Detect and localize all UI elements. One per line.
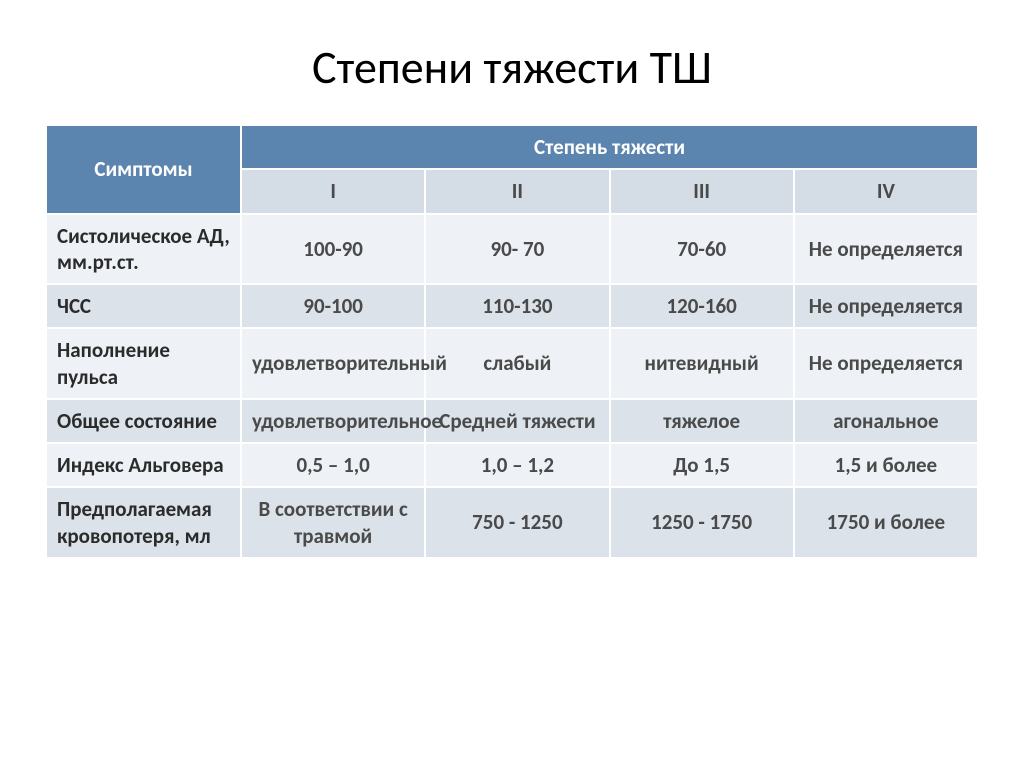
cell: нитевидный [610,328,794,399]
row-label: Индекс Альговера [46,443,241,487]
slide: Степени тяжести ТШ Симптомы Степень тяже… [0,0,1024,767]
table-header-row: Симптомы Степень тяжести [46,125,978,169]
row-label: Предполагаемая кровопотеря, мл [46,487,241,558]
table-row: Систолическое АД, мм.рт.ст. 100-90 90- 7… [46,214,978,285]
row-label: Систолическое АД, мм.рт.ст. [46,214,241,285]
cell: агональное [794,399,978,443]
table-row: Индекс Альговера 0,5 – 1,0 1,0 – 1,2 До … [46,443,978,487]
cell: 120-160 [610,284,794,328]
table-row: Предполагаемая кровопотеря, мл В соответ… [46,487,978,558]
cell: 1,0 – 1,2 [425,443,609,487]
cell: тяжелое [610,399,794,443]
cell: Средней тяжести [425,399,609,443]
table-row: ЧСС 90-100 110-130 120-160 Не определяет… [46,284,978,328]
cell: 100-90 [241,214,425,285]
degree-2: II [425,169,609,213]
cell: 1,5 и более [794,443,978,487]
cell: Не определяется [794,284,978,328]
severity-table: Симптомы Степень тяжести I II III IV Сис… [45,124,979,559]
cell: 90- 70 [425,214,609,285]
cell: До 1,5 [610,443,794,487]
table-row: Общее состояние удовлетворительное Средн… [46,399,978,443]
page-title: Степени тяжести ТШ [45,40,979,96]
degree-4: IV [794,169,978,213]
table-row: Наполнение пульса удовлетворительный сла… [46,328,978,399]
cell: 1250 - 1750 [610,487,794,558]
cell: слабый [425,328,609,399]
cell: Не определяется [794,328,978,399]
cell: 750 - 1250 [425,487,609,558]
cell: 90-100 [241,284,425,328]
cell: удовлетворительный [241,328,425,399]
cell: Не определяется [794,214,978,285]
cell: 110-130 [425,284,609,328]
degree-3: III [610,169,794,213]
cell: В соответствии с травмой [241,487,425,558]
row-label: Наполнение пульса [46,328,241,399]
cell: 1750 и более [794,487,978,558]
header-severity: Степень тяжести [241,125,978,169]
cell: 0,5 – 1,0 [241,443,425,487]
degree-1: I [241,169,425,213]
row-label: ЧСС [46,284,241,328]
cell: удовлетворительное [241,399,425,443]
header-symptoms: Симптомы [46,125,241,214]
cell: 70-60 [610,214,794,285]
row-label: Общее состояние [46,399,241,443]
